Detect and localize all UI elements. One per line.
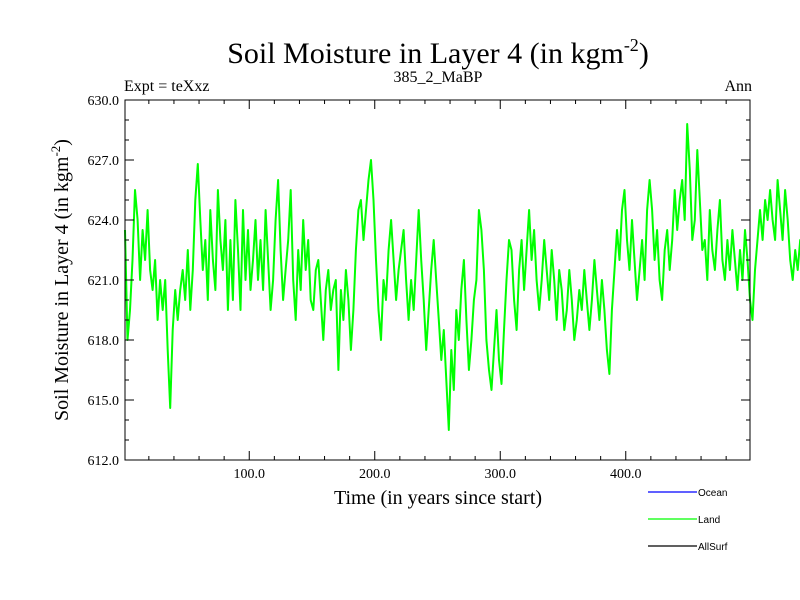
y-tick-label: 624.0 [88, 214, 120, 229]
season-label: Ann [724, 78, 752, 95]
x-tick-label: 100.0 [233, 467, 265, 482]
legend: Ocean Land AllSurf [648, 488, 728, 553]
x-axis-title: Time (in years since start) [334, 487, 542, 509]
y-tick-label: 615.0 [88, 394, 120, 409]
x-tick-label: 400.0 [610, 467, 642, 482]
experiment-label: Expt = teXxz [124, 78, 209, 95]
series-line-land [124, 123, 800, 431]
legend-label-land: Land [698, 515, 720, 526]
x-tick-label: 200.0 [359, 467, 391, 482]
plot-frame [124, 99, 751, 461]
y-axis: 612.0 615.0 618.0 621.0 624.0 627.0 630.0 [88, 94, 750, 469]
x-tick-label: 300.0 [485, 467, 517, 482]
chart-title: Soil Moisture in Layer 4 (in kgm-2) [227, 35, 649, 70]
y-tick-label: 612.0 [88, 454, 120, 469]
x-axis: 100.0 200.0 300.0 400.0 [148, 100, 727, 482]
y-axis-title: Soil Moisture in Layer 4 (in kgm-2) [48, 139, 73, 421]
y-tick-label: 630.0 [88, 94, 120, 109]
subtitle-center: 385_2_MaBP [394, 69, 483, 86]
y-tick-label: 621.0 [88, 274, 120, 289]
legend-label-allsurf: AllSurf [698, 542, 728, 553]
legend-label-ocean: Ocean [698, 488, 727, 499]
y-tick-label: 618.0 [88, 334, 120, 349]
plot-area [124, 99, 800, 461]
y-tick-label: 627.0 [88, 154, 120, 169]
